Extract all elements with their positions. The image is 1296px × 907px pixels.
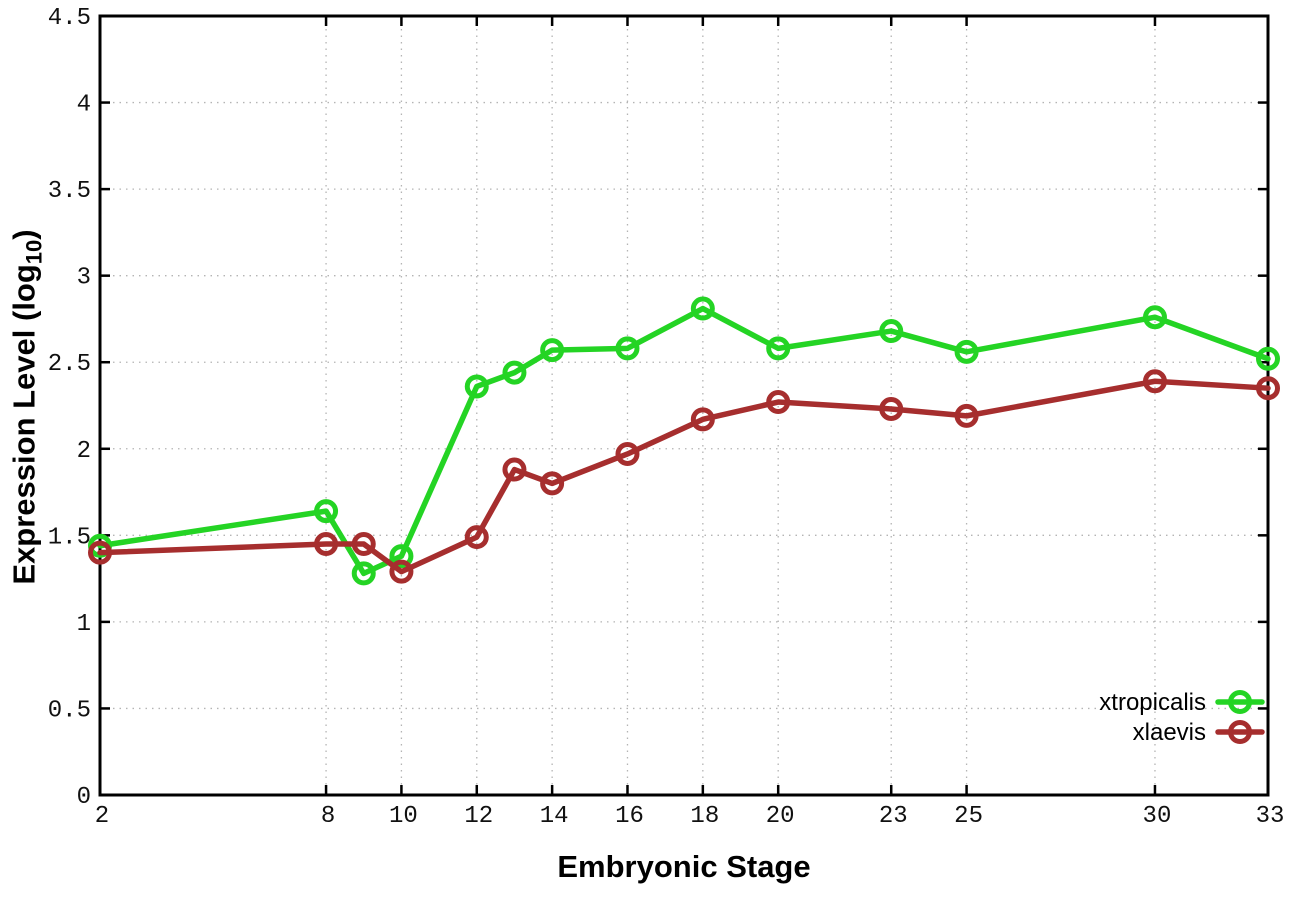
data-point-xlaevis xyxy=(540,471,565,496)
data-point-xtropicalis xyxy=(502,360,527,385)
data-point-xtropicalis xyxy=(464,374,489,399)
x-tick-label: 10 xyxy=(389,803,418,830)
series-line-xlaevis xyxy=(97,378,1271,575)
data-point-xlaevis xyxy=(314,531,339,556)
legend-label-xlaevis: xlaevis xyxy=(1133,719,1206,746)
data-point-xtropicalis xyxy=(351,561,376,586)
legend-marker-xtropicalis xyxy=(1228,690,1252,714)
data-point-xlaevis xyxy=(879,396,904,421)
data-point-xlaevis xyxy=(1142,369,1167,394)
y-axis-title-text: Expression Level (log xyxy=(6,264,42,585)
data-point-xtropicalis xyxy=(879,319,904,344)
x-tick-label: 8 xyxy=(321,803,335,830)
data-point-xlaevis xyxy=(464,525,489,550)
data-point-xlaevis xyxy=(766,390,791,415)
x-tick-label: 23 xyxy=(879,803,908,830)
y-tick-label: 0.5 xyxy=(48,697,91,724)
legend-marker-xlaevis xyxy=(1228,720,1252,744)
plot-border xyxy=(98,14,1270,797)
data-point-xtropicalis xyxy=(615,336,640,361)
legend-label-xtropicalis: xtropicalis xyxy=(1099,689,1206,716)
y-tick-label: 0 xyxy=(77,784,91,811)
x-tick-label: 14 xyxy=(540,803,569,830)
y-tick-label: 2 xyxy=(77,438,91,465)
y-tick-label: 3.5 xyxy=(48,178,91,205)
y-axis-title-subscript: 10 xyxy=(21,239,47,265)
data-point-xtropicalis xyxy=(690,296,715,321)
data-point-xtropicalis xyxy=(389,544,414,569)
y-tick-label: 3 xyxy=(77,265,91,292)
x-tick-label: 16 xyxy=(615,803,644,830)
x-tick-label: 18 xyxy=(690,803,719,830)
data-point-xtropicalis xyxy=(954,339,979,364)
series-line-xtropicalis xyxy=(97,305,1271,577)
data-point-xlaevis xyxy=(1256,376,1280,401)
y-axis-title: Expression Level (log10) xyxy=(7,229,48,584)
data-point-xlaevis xyxy=(954,403,979,428)
x-tick-label: 2 xyxy=(95,803,109,830)
x-tick-label: 33 xyxy=(1256,803,1285,830)
data-point-xlaevis xyxy=(690,407,715,432)
y-tick-label: 4.5 xyxy=(48,5,91,32)
data-point-xtropicalis xyxy=(540,338,565,363)
x-axis-title: Embryonic Stage xyxy=(557,849,811,884)
data-point-xlaevis xyxy=(351,531,376,556)
data-point-xtropicalis xyxy=(766,336,791,361)
x-tick-label: 30 xyxy=(1143,803,1172,830)
y-tick-label: 1.5 xyxy=(48,524,91,551)
data-point-xlaevis xyxy=(88,540,112,565)
y-tick-label: 2.5 xyxy=(48,351,91,378)
data-point-xtropicalis xyxy=(1256,346,1280,371)
y-axis-title-suffix: ) xyxy=(6,229,42,240)
data-point-xtropicalis xyxy=(314,499,339,524)
data-point-xlaevis xyxy=(389,559,414,584)
y-tick-label: 1 xyxy=(77,611,91,638)
y-tick-label: 4 xyxy=(77,92,91,119)
x-tick-label: 25 xyxy=(954,803,983,830)
data-point-xtropicalis xyxy=(1142,305,1167,330)
x-tick-label: 12 xyxy=(464,803,493,830)
data-point-xlaevis xyxy=(615,441,640,466)
x-tick-label: 20 xyxy=(766,803,795,830)
data-point-xlaevis xyxy=(502,457,527,482)
